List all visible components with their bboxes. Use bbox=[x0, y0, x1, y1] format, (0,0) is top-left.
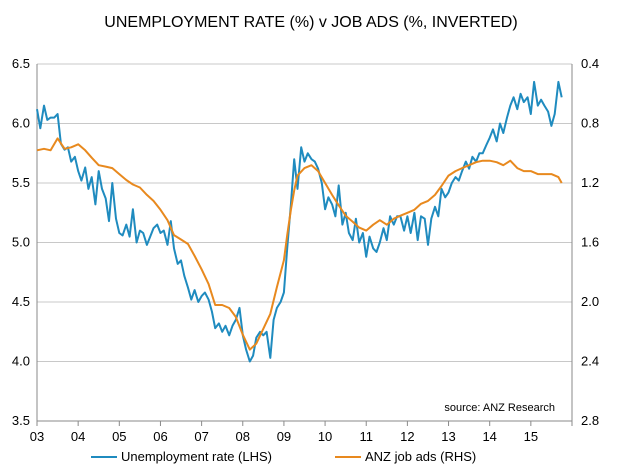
y-left-tick-label: 4.0 bbox=[12, 354, 30, 369]
y-right-tick-label: 2.8 bbox=[581, 413, 599, 428]
x-tick-label: 13 bbox=[441, 429, 455, 444]
series-line-job-ads bbox=[36, 137, 563, 351]
y-right-tick-label: 2.0 bbox=[581, 294, 599, 309]
y-left-tick-label: 5.0 bbox=[12, 235, 30, 250]
y-right-tick-label: 0.8 bbox=[581, 116, 599, 131]
y-left-tick-label: 5.5 bbox=[12, 175, 30, 190]
x-tick-label: 08 bbox=[236, 429, 250, 444]
x-tick-label: 15 bbox=[524, 429, 538, 444]
x-tick-label: 14 bbox=[482, 429, 496, 444]
series-line-unemployment bbox=[36, 80, 563, 363]
y-right-tick-label: 2.4 bbox=[581, 354, 599, 369]
x-tick-label: 11 bbox=[359, 429, 373, 444]
y-left-tick-label: 6.0 bbox=[12, 116, 30, 131]
y-left-tick-label: 6.5 bbox=[12, 56, 30, 71]
legend-label-job-ads: ANZ job ads (RHS) bbox=[365, 449, 477, 464]
chart-title: UNEMPLOYMENT RATE (%) v JOB ADS (%, INVE… bbox=[104, 14, 518, 31]
x-tick-label: 07 bbox=[194, 429, 208, 444]
x-tick-label: 03 bbox=[30, 429, 44, 444]
x-tick-label: 06 bbox=[153, 429, 167, 444]
source-note: source: ANZ Research bbox=[444, 402, 555, 414]
y-right-tick-label: 1.2 bbox=[581, 175, 599, 190]
legend-swatch-job-ads bbox=[335, 455, 361, 458]
chart-legend: Unemployment rate (LHS) ANZ job ads (RHS… bbox=[0, 449, 622, 469]
x-tick-label: 04 bbox=[71, 429, 85, 444]
x-tick-label: 12 bbox=[400, 429, 414, 444]
x-tick-label: 05 bbox=[112, 429, 126, 444]
x-tick-label: 10 bbox=[318, 429, 332, 444]
y-left-tick-label: 3.5 bbox=[12, 413, 30, 428]
legend-item-job-ads: ANZ job ads (RHS) bbox=[335, 449, 476, 464]
y-left-tick-label: 4.5 bbox=[12, 294, 30, 309]
legend-swatch-unemployment bbox=[91, 455, 117, 458]
y-right-tick-label: 0.4 bbox=[581, 56, 599, 71]
legend-item-unemployment: Unemployment rate (LHS) bbox=[91, 449, 272, 464]
x-tick-label: 09 bbox=[277, 429, 291, 444]
legend-label-unemployment: Unemployment rate (LHS) bbox=[121, 449, 272, 464]
y-right-tick-label: 1.6 bbox=[581, 235, 599, 250]
